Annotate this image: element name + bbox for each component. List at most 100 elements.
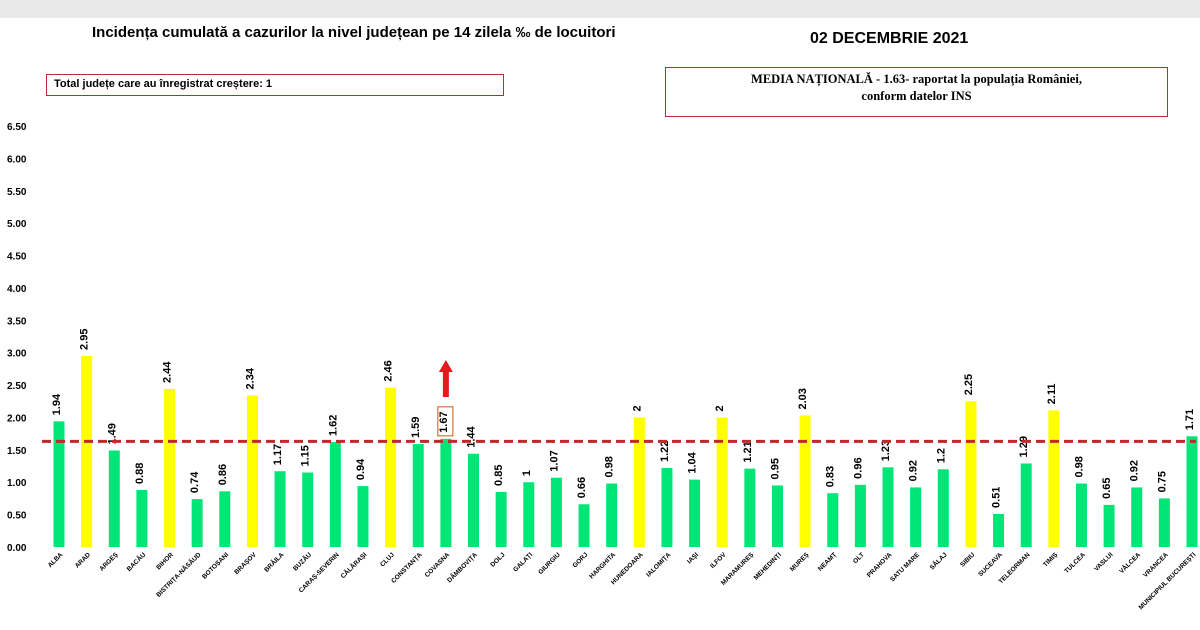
y-tick-label: 3.00 (7, 349, 27, 360)
category-label: BOTOȘANI (201, 551, 230, 580)
y-tick-label: 2.00 (7, 413, 27, 424)
bar-olt (854, 484, 866, 547)
report-date: 02 DECEMBRIE 2021 (810, 30, 969, 47)
category-label: MUREȘ (789, 551, 811, 573)
data-label: 1.23 (880, 440, 892, 461)
category-label: GIURGIU (537, 551, 562, 576)
category-label: CLUJ (379, 551, 396, 568)
bar-timiș (1048, 410, 1060, 547)
bar-bihor (164, 388, 176, 547)
bar-vâlcea (1131, 487, 1143, 547)
category-label: DÂMBOVIȚA (445, 550, 479, 584)
bar-galați (523, 482, 535, 547)
data-label: 0.86 (217, 464, 229, 485)
category-label: IALOMIȚA (645, 551, 672, 578)
y-tick-label: 1.00 (7, 478, 27, 489)
data-label: 1.67 (438, 411, 450, 432)
bar-teleorman (1020, 463, 1032, 547)
y-tick-label: 0.50 (7, 511, 27, 522)
category-label: VRANCEA (1142, 551, 1170, 579)
category-label: NEAMȚ (817, 551, 838, 572)
bar-buzău (302, 472, 314, 547)
chart-title: Incidența cumulată a cazurilor la nivel … (92, 24, 616, 41)
bar-maramureș (744, 468, 756, 547)
bar-covasna (440, 438, 452, 547)
up-arrow-icon-shaft (442, 370, 449, 397)
data-label: 1.71 (1184, 409, 1196, 430)
bar-harghita (606, 483, 618, 547)
category-label: IAȘI (686, 551, 700, 565)
bar-bacău (136, 490, 148, 547)
data-label: 0.83 (825, 466, 837, 487)
bar-dâmbovița (468, 453, 480, 547)
bar-argeș (108, 450, 120, 547)
data-label: 0.98 (1073, 456, 1085, 477)
category-label: BUZĂU (291, 550, 314, 573)
y-tick-label: 5.50 (7, 187, 27, 198)
data-label: 2 (714, 405, 726, 411)
bar-giurgiu (550, 477, 562, 547)
national-average-line1: MEDIA NAȚIONALĂ - 1.63- raportat la popu… (751, 72, 1082, 86)
category-label: COVASNA (424, 551, 452, 579)
y-tick-label: 4.50 (7, 252, 27, 263)
category-label: PRAHOVA (866, 551, 894, 579)
bar-mureș (799, 415, 811, 547)
category-label: BACĂU (124, 550, 147, 573)
data-label: 0.98 (604, 456, 616, 477)
data-label: 1.04 (687, 451, 699, 473)
data-label: 2 (631, 405, 643, 411)
data-label: 0.51 (991, 487, 1003, 508)
category-label: SIBIU (959, 551, 976, 568)
y-tick-label: 2.50 (7, 381, 27, 392)
bar-neamț (827, 493, 839, 547)
up-arrow-icon (438, 360, 453, 372)
data-label: 1 (521, 470, 533, 476)
category-label: SĂLAJ (927, 550, 949, 572)
category-label: ARAD (74, 551, 92, 569)
bar-ialomița (661, 467, 673, 547)
bar-prahova (882, 467, 894, 547)
data-label: 0.94 (355, 458, 367, 480)
bar-caraș-severin (329, 442, 341, 547)
bar-sălaj (937, 469, 949, 547)
data-label: 1.07 (548, 450, 560, 471)
category-label: GALAȚI (512, 551, 534, 573)
category-label: BISTRIȚA-NĂSĂUD (154, 550, 203, 599)
y-tick-label: 0.00 (7, 543, 27, 554)
category-label: VÂLCEA (1117, 550, 1142, 575)
bar-vaslui (1103, 504, 1115, 547)
category-label: VASLUI (1093, 551, 1115, 573)
bar-mehedinți (771, 485, 783, 547)
data-label: 2.44 (162, 361, 174, 383)
category-label: MUNICIPIUL BUCUREȘTI (1138, 551, 1198, 611)
bar-arad (81, 355, 93, 547)
bar-chart: 0.00 0.50 1.00 1.50 2.00 2.50 3.00 3.50 4.00 4.50… (7, 122, 1198, 611)
data-label: 1.49 (106, 423, 118, 444)
data-label: 0.66 (576, 477, 588, 498)
category-label: ILFOV (709, 551, 728, 570)
bar-hunedoara (633, 417, 645, 547)
category-label: DOLJ (489, 551, 506, 568)
y-tick-label: 1.50 (7, 446, 27, 457)
bar-suceava (993, 513, 1005, 547)
data-label: 0.95 (769, 458, 781, 479)
category-label: TIMIȘ (1042, 551, 1060, 569)
data-label: 2.46 (383, 360, 395, 381)
data-label: 1.44 (466, 425, 478, 447)
data-label: 2.95 (79, 329, 91, 350)
data-label: 1.29 (1018, 436, 1030, 457)
bar-constanța (412, 444, 424, 547)
y-tick-label: 6.00 (7, 154, 27, 165)
data-label: 0.65 (1101, 477, 1113, 498)
category-label: BRAȘOV (233, 551, 258, 576)
bar-satu mare (910, 487, 922, 547)
data-label: 1.94 (51, 393, 63, 415)
bar-brăila (274, 471, 286, 547)
category-label: GORJ (571, 551, 589, 569)
category-label: ALBA (47, 551, 65, 569)
national-average-box: MEDIA NAȚIONALĂ - 1.63- raportat la popu… (665, 67, 1168, 117)
data-label: 1.2 (935, 448, 947, 463)
increase-label-box (437, 406, 454, 437)
data-label: 0.74 (189, 471, 201, 493)
data-label: 1.22 (659, 441, 671, 462)
